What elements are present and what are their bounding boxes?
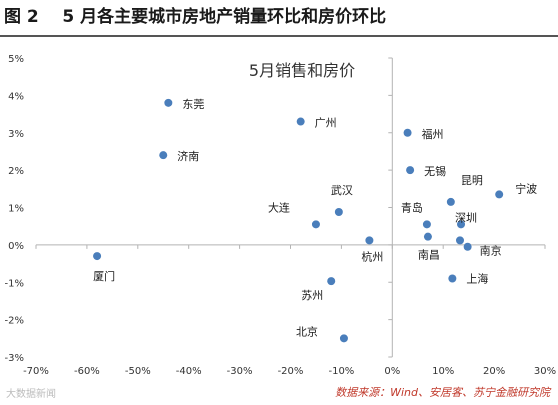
scatter-point [339, 334, 348, 343]
chart-title: 5月销售和房价 [249, 61, 355, 80]
point-label: 青岛 [401, 200, 423, 214]
scatter-point [423, 232, 432, 241]
scatter-point [296, 117, 305, 126]
point-label: 大连 [268, 200, 290, 214]
watermark-text: 大数据新闻 [6, 389, 56, 400]
x-tick-label: -10% [328, 366, 354, 377]
scatter-point [311, 220, 320, 229]
y-tick-label: 2% [8, 166, 24, 177]
x-tick-label: -50% [125, 366, 151, 377]
x-tick-label: -20% [278, 366, 304, 377]
scatter-point [93, 252, 102, 261]
point-label: 厦门 [93, 269, 115, 283]
point-label: 无锡 [424, 164, 446, 178]
x-tick-label: 30% [534, 366, 556, 377]
point-label: 广州 [315, 117, 337, 130]
y-tick-label: 0% [8, 241, 24, 252]
x-tick-label: -60% [74, 366, 100, 377]
point-label: 昆明 [461, 174, 483, 187]
tick-labels: -70% -60% -50% -40% -30% -20% -10% 0% 10% 20% 30% -… [5, 54, 557, 377]
scatter-point [457, 220, 466, 229]
point-label: 南京 [480, 244, 502, 258]
x-tick-label: -70% [23, 366, 49, 377]
data-points [93, 98, 504, 343]
y-tick-label: -3% [5, 353, 24, 364]
point-label: 深圳 [455, 211, 477, 224]
scatter-point [495, 190, 504, 199]
y-tick-label: 1% [8, 204, 24, 215]
scatter-point [327, 277, 336, 286]
point-label: 上海 [466, 272, 488, 286]
x-tick-label: -30% [227, 366, 253, 377]
scatter-point [463, 242, 472, 251]
scatter-point [455, 236, 464, 245]
scatter-point [446, 197, 455, 206]
y-tick-label: -1% [5, 278, 24, 289]
scatter-point [164, 98, 173, 107]
scatter-point [365, 236, 374, 245]
scatter-point [406, 166, 415, 175]
scatter-point [159, 151, 168, 160]
scatter-point [448, 274, 457, 283]
point-label: 苏州 [301, 289, 323, 302]
point-label: 杭州 [361, 249, 383, 263]
title-divider [0, 35, 558, 37]
scatter-point [403, 128, 412, 137]
point-label: 济南 [177, 149, 199, 163]
y-tick-label: -2% [5, 316, 24, 327]
y-tick-label: 5% [8, 54, 24, 65]
point-label: 南昌 [418, 249, 440, 262]
point-label: 宁波 [515, 181, 537, 195]
scatter-point [422, 220, 431, 229]
figure-title: 图 2 5 月各主要城市房地产销量环比和房价环比 [4, 7, 387, 27]
y-tick-label: 4% [8, 91, 24, 102]
scatter-point [334, 207, 343, 216]
x-tick-label: 0% [384, 366, 400, 377]
point-label: 北京 [296, 324, 318, 338]
point-label: 武汉 [331, 184, 353, 197]
point-label: 福州 [422, 127, 444, 141]
chart-axes [35, 57, 546, 358]
x-tick-label: 10% [432, 366, 454, 377]
x-tick-label: 20% [483, 366, 505, 377]
point-label: 东莞 [182, 98, 204, 111]
x-tick-label: -40% [176, 366, 202, 377]
source-note: 数据来源：Wind、安居客、苏宁金融研究院 [335, 386, 550, 399]
y-tick-label: 3% [8, 129, 24, 140]
